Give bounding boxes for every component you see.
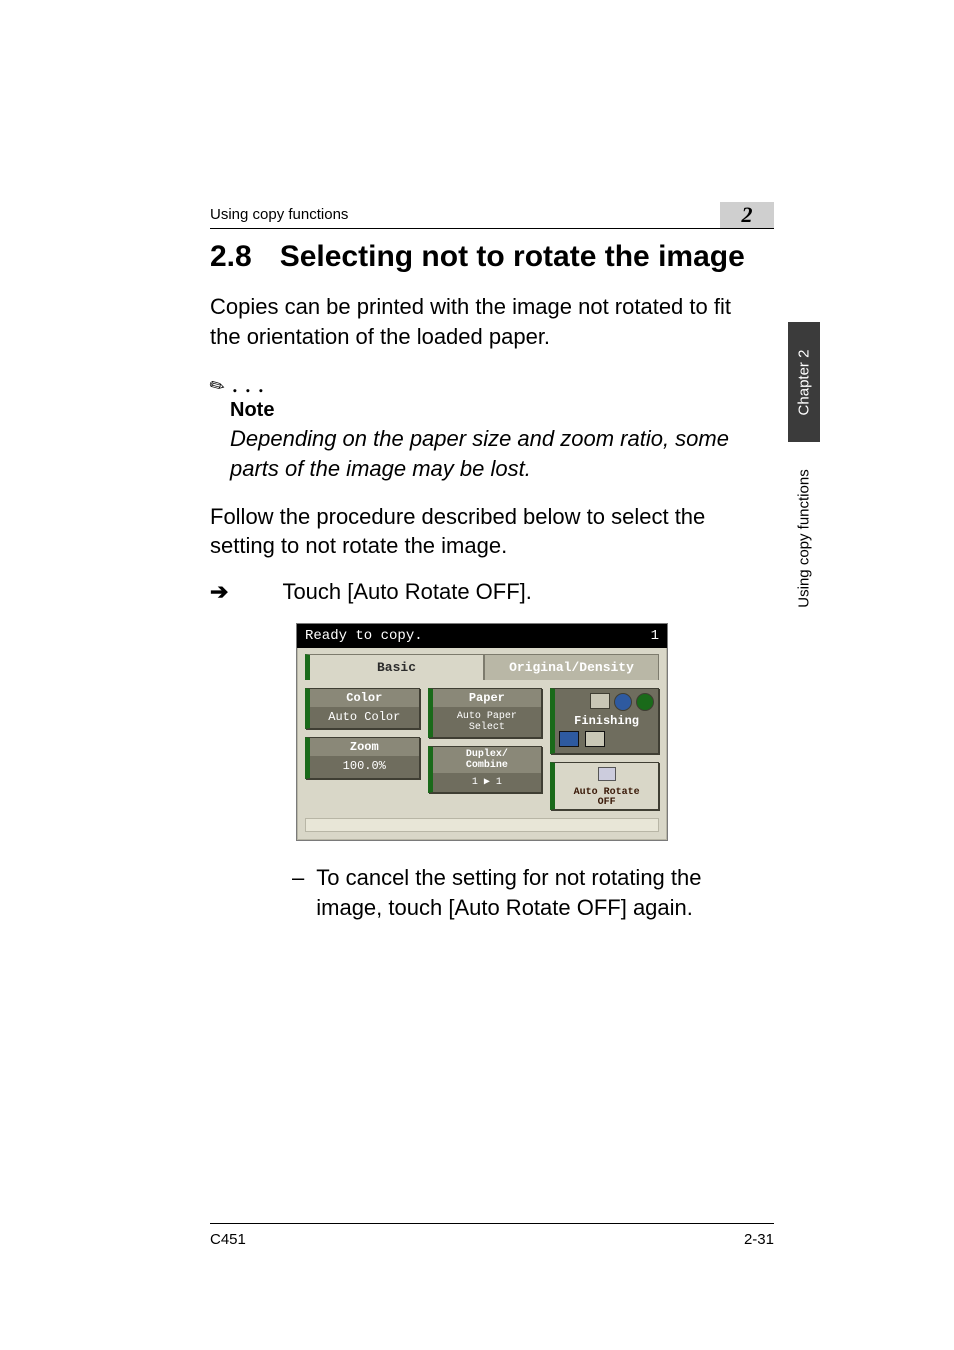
lcd-copy-count: 1 xyxy=(651,628,659,644)
zoom-button-header: Zoom xyxy=(310,738,419,756)
lcd-status-text: Ready to copy. xyxy=(305,628,423,644)
footer-model: C451 xyxy=(210,1231,246,1248)
section-number: 2.8 xyxy=(210,240,252,274)
auto-rotate-off-button[interactable]: Auto Rotate OFF xyxy=(550,762,659,810)
page-footer: C451 2-31 xyxy=(210,1231,774,1248)
step-row: ➔ Touch [Auto Rotate OFF]. xyxy=(210,579,834,605)
finishing-sub-icons xyxy=(559,731,654,747)
paper-button-header: Paper xyxy=(433,689,542,707)
page: Using copy functions 2 Chapter 2 Using c… xyxy=(0,0,954,1350)
duplex-button-header: Duplex/ Combine xyxy=(433,747,542,773)
note-icon-row: ✎ . . . xyxy=(210,369,834,399)
lcd-col-left: Color Auto Color Zoom 100.0% xyxy=(305,688,420,810)
finishing-icon-2 xyxy=(614,693,632,711)
step-text: Touch [Auto Rotate OFF]. xyxy=(282,579,531,605)
note-label: Note xyxy=(230,399,834,422)
ellipsis-icon: . . . xyxy=(225,369,264,398)
lcd-status-bar: Ready to copy. 1 xyxy=(297,624,667,648)
zoom-button-value: 100.0% xyxy=(310,756,419,777)
arrow-icon: ➔ xyxy=(210,579,228,605)
finishing-button[interactable]: Finishing xyxy=(550,688,659,754)
side-tab-section: Using copy functions xyxy=(788,448,820,628)
finishing-icon-3 xyxy=(636,693,654,711)
finishing-icon-1 xyxy=(590,693,610,709)
auto-rotate-label: Auto Rotate OFF xyxy=(559,788,654,808)
chapter-number-box: 2 xyxy=(720,202,774,228)
section-title: Selecting not to rotate the image xyxy=(280,240,745,274)
tab-basic[interactable]: Basic xyxy=(305,654,484,680)
footer-page-number: 2-31 xyxy=(744,1231,774,1248)
dash-icon: – xyxy=(292,863,304,922)
finishing-icons-row xyxy=(559,693,654,711)
lcd-col-mid: Paper Auto Paper Select Duplex/ Combine … xyxy=(428,688,543,810)
lcd-col-right: Finishing Auto Rotate OFF xyxy=(550,688,659,810)
side-tab-chapter-label: Chapter 2 xyxy=(796,349,813,415)
paper-button[interactable]: Paper Auto Paper Select xyxy=(428,688,543,738)
color-button-header: Color xyxy=(310,689,419,707)
tab-basic-label: Basic xyxy=(377,660,416,675)
follow-paragraph: Follow the procedure described below to … xyxy=(210,502,750,561)
duplex-button[interactable]: Duplex/ Combine 1 ▶ 1 xyxy=(428,746,543,793)
duplex-button-value: 1 ▶ 1 xyxy=(433,773,542,792)
tab-original-density[interactable]: Original/Density xyxy=(484,654,659,680)
lcd-tabs: Basic Original/Density xyxy=(297,648,667,680)
lcd-body: Color Auto Color Zoom 100.0% Paper Auto … xyxy=(297,680,667,818)
finishing-label: Finishing xyxy=(559,714,654,728)
intro-paragraph: Copies can be printed with the image not… xyxy=(210,292,750,351)
side-tab-chapter: Chapter 2 xyxy=(788,322,820,442)
finishing-mini-icon-1 xyxy=(559,731,579,747)
header-rule xyxy=(210,228,774,229)
auto-rotate-icon xyxy=(598,767,616,781)
side-tab-section-label: Using copy functions xyxy=(796,469,813,607)
running-head: Using copy functions xyxy=(210,206,348,227)
tab-original-density-label: Original/Density xyxy=(509,660,634,675)
sub-bullet: – To cancel the setting for not rotating… xyxy=(292,863,772,922)
lcd-panel: Ready to copy. 1 Basic Original/Density … xyxy=(296,623,668,841)
note-body: Depending on the paper size and zoom rat… xyxy=(230,424,750,483)
sub-bullet-text: To cancel the setting for not rotating t… xyxy=(316,863,772,922)
color-button-value: Auto Color xyxy=(310,707,419,728)
color-button[interactable]: Color Auto Color xyxy=(305,688,420,729)
page-header: Using copy functions xyxy=(210,206,774,227)
footer-rule xyxy=(210,1223,774,1224)
section-heading: 2.8 Selecting not to rotate the image xyxy=(210,240,834,274)
finishing-mini-icon-2 xyxy=(585,731,605,747)
paper-button-value: Auto Paper Select xyxy=(433,707,542,737)
chapter-number: 2 xyxy=(742,202,753,228)
lcd-bottom-strip xyxy=(305,818,659,832)
zoom-button[interactable]: Zoom 100.0% xyxy=(305,737,420,778)
